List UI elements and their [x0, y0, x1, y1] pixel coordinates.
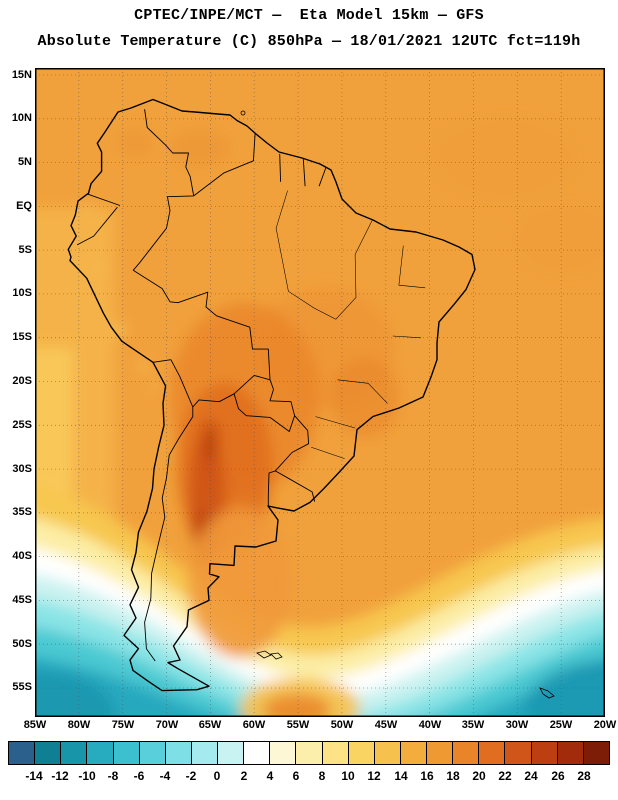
lat-label: EQ	[16, 200, 32, 212]
colorbar-label: -4	[159, 769, 171, 783]
state-borders	[275, 190, 426, 459]
lon-label: 45W	[374, 719, 398, 731]
lat-label: 5S	[18, 244, 32, 256]
south-georgia-island	[539, 687, 555, 699]
temperature-colorbar	[8, 741, 610, 765]
colorbar-segment	[270, 742, 297, 764]
colorbar-label: -6	[133, 769, 145, 783]
colorbar-label: 24	[524, 769, 538, 783]
colorbar-label: 28	[577, 769, 591, 783]
lat-label: 20S	[12, 375, 32, 387]
lat-label: 25S	[12, 419, 32, 431]
lat-label: 30S	[12, 463, 32, 475]
lon-label: 50W	[330, 719, 354, 731]
title-line-2: Absolute Temperature (C) 850hPa — 18/01/…	[37, 33, 581, 50]
grid-lines	[35, 68, 605, 717]
colorbar-segment	[218, 742, 245, 764]
falkland-islands	[256, 650, 283, 660]
colorbar-label: 16	[420, 769, 434, 783]
lon-label: 35W	[461, 719, 485, 731]
colorbar-label: 26	[551, 769, 565, 783]
lat-label: 50S	[12, 638, 32, 650]
south-america-coastline	[67, 98, 476, 692]
colorbar-segment	[348, 742, 375, 764]
coastline-borders	[67, 98, 555, 699]
colorbar-segment	[322, 742, 349, 764]
colorbar-label: -10	[78, 769, 96, 783]
lat-label: 15N	[11, 69, 32, 81]
colorbar-label: 8	[318, 769, 326, 783]
lon-label: 80W	[67, 719, 91, 731]
colorbar-label: 18	[446, 769, 460, 783]
colorbar-segment	[427, 742, 454, 764]
lat-label: 10S	[12, 287, 32, 299]
title-line-1: CPTEC/INPE/MCT — Eta Model 15km — GFS	[134, 7, 484, 24]
lat-label: 35S	[12, 506, 32, 518]
lon-label: 70W	[155, 719, 179, 731]
colorbar-label: 14	[394, 769, 408, 783]
lon-label: 85W	[23, 719, 47, 731]
colorbar-segment	[557, 742, 584, 764]
colorbar-label: 4	[266, 769, 274, 783]
colorbar-segment	[505, 742, 532, 764]
lat-label: 5N	[17, 156, 32, 168]
lon-label: 65W	[198, 719, 222, 731]
lon-label: 60W	[242, 719, 266, 731]
lon-label: 55W	[286, 719, 310, 731]
colorbar-segment	[296, 742, 323, 764]
lat-label: 40S	[12, 550, 32, 562]
colorbar-label: 22	[498, 769, 512, 783]
colorbar-segment	[191, 742, 218, 764]
lon-label: 25W	[549, 719, 573, 731]
colorbar-label: 2	[240, 769, 248, 783]
country-borders	[76, 109, 327, 662]
colorbar-segment	[87, 742, 114, 764]
map-svg	[0, 68, 618, 768]
colorbar-segment	[479, 742, 506, 764]
colorbar-segment	[139, 742, 166, 764]
colorbar-segment	[244, 742, 271, 764]
lat-label: 55S	[12, 681, 32, 693]
colorbar-segment	[453, 742, 480, 764]
trinidad-island	[240, 110, 246, 116]
lat-label: 15S	[12, 331, 32, 343]
colorbar-label: 20	[472, 769, 486, 783]
colorbar-segment	[61, 742, 88, 764]
colorbar-label: -2	[185, 769, 197, 783]
map-area	[0, 68, 618, 768]
colorbar-segment	[531, 742, 558, 764]
lat-label: 45S	[12, 594, 32, 606]
colorbar-segment	[374, 742, 401, 764]
colorbar-segment	[583, 742, 609, 764]
colorbar-segment	[165, 742, 192, 764]
lon-label: 20W	[593, 719, 617, 731]
colorbar-label: -14	[25, 769, 43, 783]
lon-label: 30W	[505, 719, 529, 731]
colorbar-label: 12	[367, 769, 381, 783]
lat-label: 10N	[11, 112, 32, 124]
colorbar-segment	[113, 742, 140, 764]
colorbar-label: 0	[213, 769, 221, 783]
colorbar-segment	[400, 742, 427, 764]
colorbar-segment	[9, 742, 36, 764]
lon-label: 75W	[111, 719, 135, 731]
map-frame	[35, 68, 605, 717]
colorbar-label: -8	[107, 769, 119, 783]
lon-label: 40W	[418, 719, 442, 731]
colorbar-label: 10	[341, 769, 355, 783]
colorbar-label: -12	[51, 769, 69, 783]
colorbar-label: 6	[292, 769, 300, 783]
colorbar-segment	[35, 742, 62, 764]
